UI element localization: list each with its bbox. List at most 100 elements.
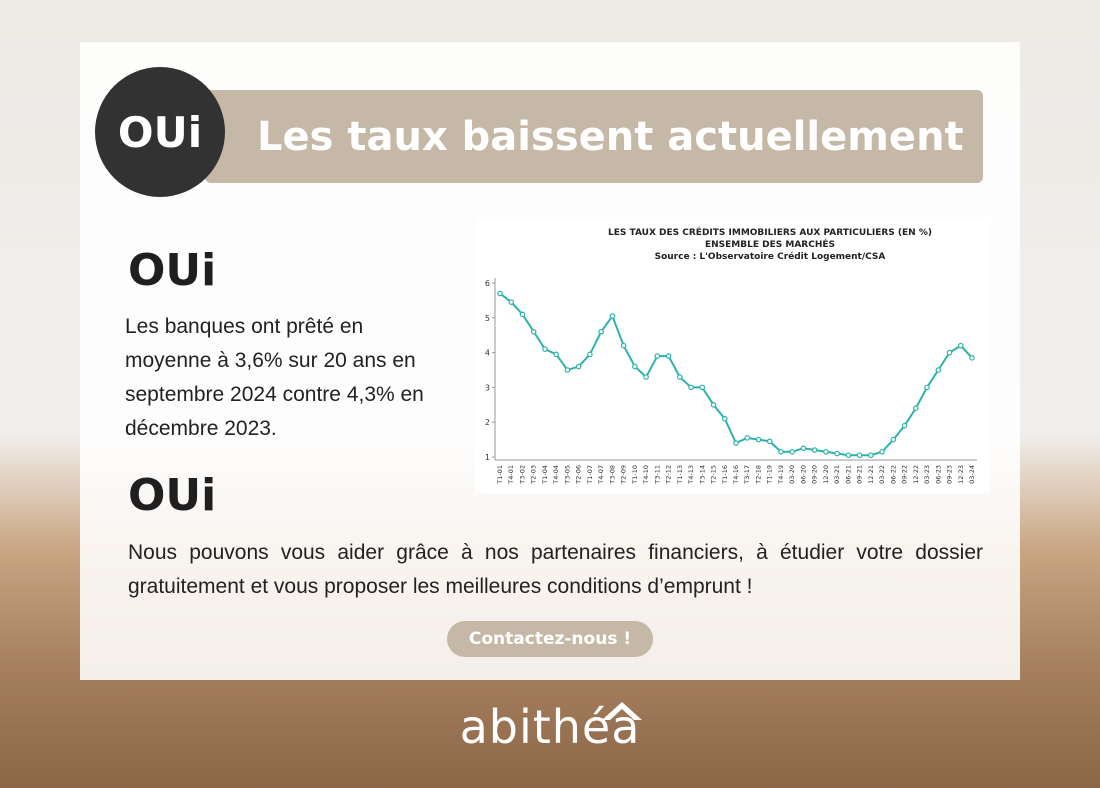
x-tick-label: T1-19 [766, 465, 774, 485]
y-tick-label: 2 [485, 418, 490, 427]
point [879, 448, 885, 455]
x-tick-label: T2-03 [530, 465, 538, 485]
x-tick-label: 03-20 [788, 465, 796, 484]
point [530, 328, 537, 335]
x-tick-label: 06-23 [934, 465, 942, 484]
point [969, 355, 975, 361]
x-tick-label: 03-24 [968, 465, 976, 484]
x-tick-label: 12-23 [957, 465, 965, 484]
point [710, 402, 717, 408]
point [699, 384, 706, 391]
point [789, 448, 795, 455]
point [564, 367, 571, 373]
point [766, 438, 773, 445]
x-tick-label: T3-14 [698, 465, 706, 485]
logo: abithéa [459, 700, 641, 754]
point [519, 311, 526, 318]
x-tick-label: 03-23 [923, 465, 931, 484]
point [811, 447, 818, 453]
point [609, 313, 616, 319]
point [868, 452, 874, 459]
point [542, 346, 548, 352]
point [946, 349, 953, 356]
point [598, 328, 604, 335]
point [643, 374, 649, 380]
point [901, 422, 908, 429]
section-text: Les banques ont prêté en moyenne à 3,6% … [125, 315, 424, 440]
point [845, 452, 852, 459]
x-tick-label: T2-18 [754, 465, 762, 485]
x-tick-label: T4-10 [642, 465, 650, 485]
point [688, 384, 694, 391]
x-tick-label: T4-16 [732, 465, 740, 485]
point [778, 448, 784, 455]
point [935, 367, 942, 373]
x-tick-label: 09-20 [811, 465, 819, 484]
logo-roof [602, 702, 642, 720]
x-tick-label: T1-10 [631, 465, 639, 485]
chart-source: Source : L'Observatoire Crédit Logement/… [655, 251, 886, 262]
y-tick-label: 5 [485, 314, 490, 323]
x-tick-label: T1-01 [496, 465, 504, 485]
point [497, 290, 503, 297]
y-tick-label: 4 [485, 349, 490, 358]
x-tick-label: 06-22 [889, 465, 897, 484]
point [733, 440, 739, 446]
title: Les taux baissent actuellement [257, 113, 964, 160]
point [755, 436, 762, 443]
x-tick-label: T4-13 [687, 465, 695, 485]
x-tick-label: T4-07 [597, 465, 605, 485]
x-tick-label: T3-08 [608, 465, 616, 485]
point [913, 405, 919, 412]
point [834, 450, 840, 457]
section-text: Nous pouvons vous aider grâce à nos part… [128, 541, 983, 598]
point [677, 374, 683, 380]
x-tick-label: T3-17 [743, 465, 751, 485]
point [508, 299, 515, 305]
point [575, 363, 582, 370]
x-tick-label: 12-20 [822, 465, 830, 484]
x-tick-label: T2-15 [710, 465, 718, 485]
point [553, 351, 559, 358]
y-tick-label: 6 [485, 279, 490, 288]
point [744, 435, 751, 441]
x-tick-label: T3-05 [563, 465, 571, 485]
x-tick-label: 03-21 [833, 465, 841, 484]
x-tick-label: 09-23 [946, 465, 954, 484]
point [654, 353, 661, 359]
chart-subtitle: ENSEMBLE DES MARCHÉS [705, 238, 835, 250]
point [856, 452, 863, 459]
x-tick-label: 06-20 [799, 465, 807, 484]
x-tick-label: T3-11 [653, 465, 661, 485]
y-tick-label: 1 [485, 453, 490, 462]
chart: LES TAUX DES CRÉDITS IMMOBILIERS AUX PAR… [475, 218, 990, 493]
point [957, 342, 964, 349]
point [620, 342, 627, 349]
point [924, 384, 930, 391]
x-tick-label: 09-21 [856, 465, 864, 484]
x-tick-label: T1-16 [721, 465, 729, 485]
x-tick-label: 12-21 [867, 465, 875, 484]
x-tick-label: T4-04 [552, 465, 560, 485]
badge: OUi [95, 67, 225, 197]
chart-background [475, 218, 990, 493]
point [800, 445, 807, 452]
x-tick-label: 12-22 [912, 465, 920, 484]
y-tick-label: 3 [485, 383, 490, 392]
contact-button[interactable]: Contactez-nous ! [447, 621, 653, 657]
x-tick-label: T1-04 [541, 465, 549, 485]
point [823, 448, 829, 455]
x-tick-label: 06-21 [844, 465, 852, 484]
point [632, 363, 638, 370]
x-tick-label: 09-22 [901, 465, 909, 484]
x-tick-label: T2-06 [575, 465, 583, 485]
x-tick-label: T1-07 [586, 465, 594, 485]
x-tick-label: T1-13 [676, 465, 684, 485]
section-heading: OUi [128, 470, 217, 521]
chart-title: LES TAUX DES CRÉDITS IMMOBILIERS AUX PAR… [608, 226, 932, 238]
point [665, 353, 672, 359]
x-tick-label: 03-22 [878, 465, 886, 484]
x-tick-label: T4-01 [507, 465, 515, 485]
x-tick-label: T2-12 [665, 465, 673, 485]
section-heading: OUi [128, 245, 217, 296]
